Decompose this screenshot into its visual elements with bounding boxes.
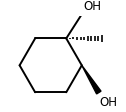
Text: OH: OH — [100, 96, 118, 109]
Text: OH: OH — [83, 0, 101, 13]
Polygon shape — [82, 65, 101, 94]
